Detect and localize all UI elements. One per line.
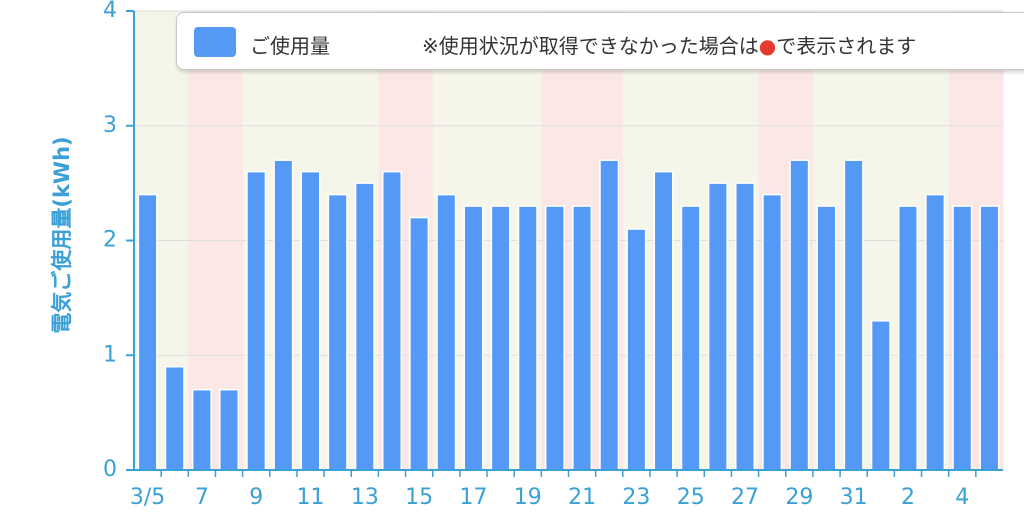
usage-bar <box>409 216 430 471</box>
x-tick-labels: 3/5 7 9 11 13 15 17 19 21 23 25 27 29 31 2 4 <box>130 485 969 510</box>
x-tick-label: 29 <box>785 485 813 510</box>
x-tick-label: 3/5 <box>130 485 165 510</box>
x-tick-label: 11 <box>297 485 325 510</box>
y-tick-label: 1 <box>103 342 117 367</box>
y-tick-label: 0 <box>103 457 117 482</box>
legend-series-label: ご使用量 <box>250 34 330 58</box>
usage-bar <box>816 205 837 471</box>
x-tick-label: 2 <box>901 485 915 510</box>
legend-note-after: で表示されます <box>776 34 917 58</box>
x-tick-label: 19 <box>514 485 542 510</box>
usage-bar <box>572 205 593 471</box>
legend: ご使用量 ※使用状況が取得できなかった場合は●で表示されます <box>176 12 1024 70</box>
x-tick-label: 23 <box>622 485 650 510</box>
x-tick-label: 25 <box>677 485 705 510</box>
usage-bar <box>273 159 294 471</box>
usage-bar <box>870 320 891 471</box>
legend-swatch <box>194 27 236 57</box>
y-tick-label: 3 <box>103 113 117 138</box>
x-tick-label: 17 <box>459 485 487 510</box>
usage-bar <box>735 182 755 471</box>
x-tick-label: 9 <box>249 485 263 510</box>
usage-bar <box>653 170 674 471</box>
usage-bar <box>246 170 267 471</box>
usage-bar <box>191 388 212 471</box>
y-tick-label: 2 <box>103 228 117 253</box>
usage-bar <box>463 205 484 471</box>
usage-bar <box>979 205 1000 471</box>
usage-bar <box>300 170 321 471</box>
x-tick-label: 15 <box>405 485 433 510</box>
x-tick-label: 21 <box>568 485 596 510</box>
usage-bar <box>544 205 565 471</box>
usage-bar <box>599 159 620 471</box>
y-axis-title-box: 電気ご使用量(kWh) <box>36 90 86 380</box>
x-tick-label: 27 <box>731 485 759 510</box>
usage-bar <box>137 193 158 471</box>
usage-bar <box>707 182 728 471</box>
x-tick-label: 7 <box>195 485 209 510</box>
x-tick-label: 4 <box>955 485 969 510</box>
usage-bar <box>626 228 647 471</box>
usage-bar <box>436 193 457 471</box>
usage-bar <box>219 388 240 471</box>
x-tick-label: 31 <box>840 485 868 510</box>
usage-bar <box>517 205 538 471</box>
usage-bar <box>490 205 511 471</box>
usage-bar <box>164 365 185 471</box>
usage-bar <box>843 159 864 471</box>
usage-bar <box>897 205 918 471</box>
legend-red-dot: ● <box>758 34 777 58</box>
usage-bar <box>952 205 973 471</box>
usage-bar <box>354 182 375 471</box>
axes <box>126 10 1003 477</box>
x-tick-label: 13 <box>351 485 379 510</box>
y-tick-label: 4 <box>103 0 117 23</box>
y-tick-labels: 0 1 2 3 4 <box>103 0 117 482</box>
usage-bar <box>762 193 783 471</box>
usage-bar <box>925 193 946 471</box>
legend-note: ※使用状況が取得できなかった場合は●で表示されます <box>422 30 916 59</box>
y-axis-title: 電気ご使用量(kWh) <box>50 136 74 334</box>
usage-bar <box>382 170 402 471</box>
usage-bar <box>680 205 701 471</box>
usage-bar <box>789 159 810 471</box>
usage-bar <box>327 193 348 471</box>
legend-note-before: ※使用状況が取得できなかった場合は <box>422 34 759 58</box>
